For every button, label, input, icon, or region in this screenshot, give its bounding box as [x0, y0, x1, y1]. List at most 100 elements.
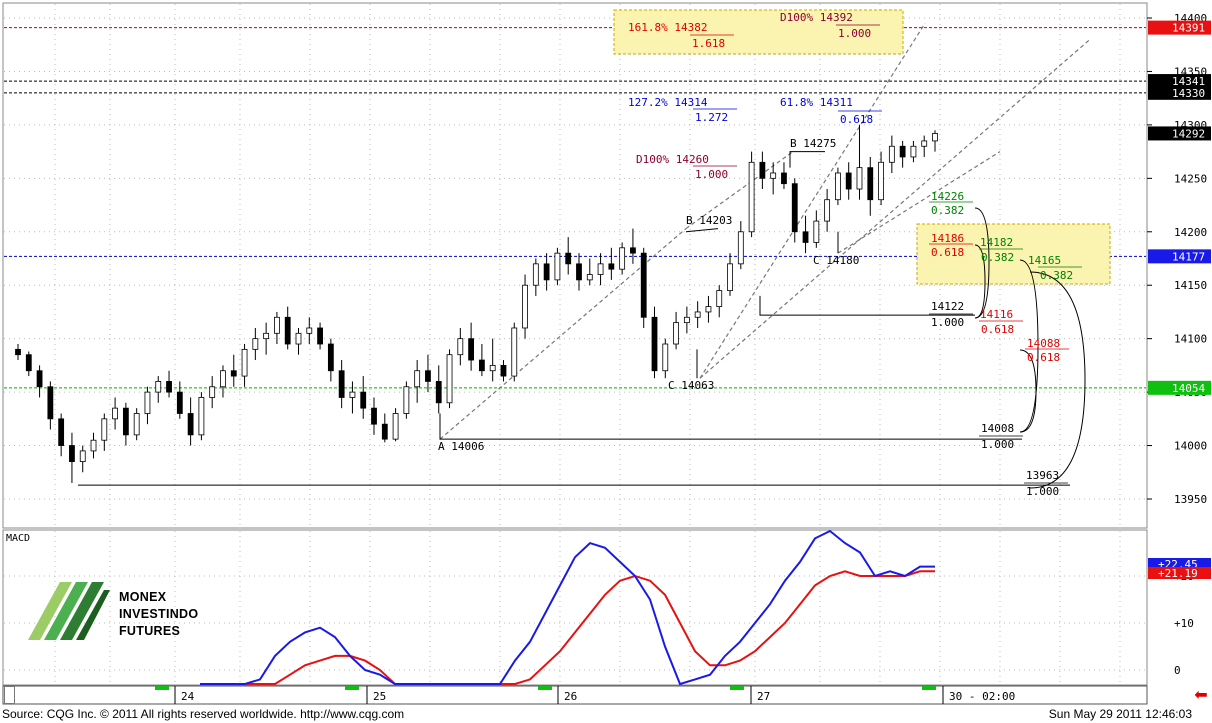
candle — [910, 145, 917, 158]
timestamp: Sun May 29 2011 12:46:03 — [1048, 707, 1192, 721]
candle — [317, 327, 323, 345]
price-flag-label: 14177 — [1172, 250, 1205, 263]
session-marker — [538, 686, 552, 690]
fib-level-label: 14116 — [980, 308, 1013, 321]
candle — [716, 290, 723, 308]
candle — [554, 252, 561, 281]
candle — [824, 199, 831, 222]
fib-level-label: 14008 — [981, 422, 1014, 435]
candle — [532, 263, 539, 286]
candle — [673, 322, 679, 345]
scroll-right-arrow-icon[interactable]: ⬅ — [1194, 685, 1208, 704]
candle — [640, 252, 647, 318]
candle — [781, 172, 787, 185]
candle — [15, 348, 21, 356]
monex-logo-mark — [28, 582, 110, 640]
candle — [263, 332, 270, 340]
candle — [90, 439, 97, 452]
candle — [58, 418, 65, 446]
candle — [856, 167, 863, 190]
trend-line — [685, 151, 794, 230]
pivot-line — [759, 295, 975, 316]
price-flag — [1148, 126, 1211, 141]
pivot-label: B 14275 — [790, 137, 836, 150]
fib-level-label: 13963 — [1026, 469, 1059, 482]
logo-line-3: FUTURES — [119, 624, 181, 638]
candle — [230, 370, 237, 377]
company-logo: MONEX INVESTINDO FUTURES — [26, 578, 216, 650]
price-flag — [1148, 74, 1211, 89]
trend-line — [699, 38, 1091, 379]
fib-bracket — [974, 207, 990, 319]
candle — [176, 391, 183, 414]
candle — [133, 413, 140, 436]
fib-ratio-label: 0.382 — [1040, 269, 1073, 282]
pivot-line — [685, 228, 719, 233]
price-flag-label: 14054 — [1172, 382, 1205, 395]
scroll-handle[interactable] — [4, 686, 15, 704]
price-tick-label: 14000 — [1174, 440, 1207, 453]
candle — [209, 386, 216, 398]
candle — [565, 252, 572, 265]
fib-level-label: 14165 — [1028, 254, 1061, 267]
candle — [435, 381, 442, 404]
fib-bracket — [1019, 259, 1039, 433]
pivot-label: A 14006 — [438, 440, 484, 453]
fib-ratio-label: 1.000 — [931, 316, 964, 329]
pivot-label: C 14063 — [668, 379, 714, 392]
candle — [489, 364, 496, 372]
fib-level-label: 161.8% 14382 — [628, 21, 707, 34]
pivot-label: B 14203 — [686, 214, 732, 227]
fib-ratio-label: 1.000 — [981, 438, 1014, 451]
macd-line — [200, 529, 935, 686]
candle — [651, 316, 658, 372]
candle — [543, 263, 550, 281]
candle — [295, 332, 302, 345]
trend-line — [699, 23, 926, 379]
candle — [586, 274, 593, 281]
price-flag — [1148, 249, 1211, 264]
candle — [630, 247, 636, 254]
source-text: Source: CQG Inc. © 2011 All rights reser… — [2, 707, 405, 721]
candle — [878, 161, 884, 201]
fib-bracket — [974, 244, 986, 319]
time-tick-label: 24 — [181, 690, 195, 703]
fib-level-label: 14122 — [931, 300, 964, 313]
price-flag — [1148, 20, 1211, 35]
macd-tick-label: 0 — [1174, 664, 1181, 677]
fib-level-label: 61.8% 14311 — [780, 96, 853, 109]
candle — [921, 140, 928, 147]
price-flag — [1148, 380, 1211, 395]
candle — [284, 316, 291, 345]
candle — [69, 445, 75, 462]
logo-line-1: MONEX — [119, 590, 167, 604]
candle — [770, 172, 777, 179]
session-marker — [155, 686, 169, 690]
candle — [414, 370, 421, 388]
time-axis-bar — [2, 685, 1148, 705]
candle — [155, 381, 162, 393]
candle — [360, 391, 367, 409]
fib-ratio-label: 0.618 — [981, 323, 1014, 336]
pivot-line — [439, 413, 1022, 440]
logo-line-2: INVESTINDO — [119, 607, 199, 621]
price-flag-label: 14330 — [1172, 87, 1205, 100]
fib-ratio-label: 0.618 — [840, 113, 873, 126]
session-marker — [345, 686, 359, 690]
candle — [274, 316, 280, 334]
fib-level-label: 14186 — [931, 232, 964, 245]
candle — [608, 263, 615, 270]
macd-flag — [1148, 567, 1211, 579]
candle — [835, 172, 841, 201]
pivot-line — [789, 151, 825, 168]
session-marker — [730, 686, 744, 690]
price-flag — [1148, 85, 1211, 100]
candle — [932, 133, 938, 142]
candle — [381, 423, 388, 440]
candle — [47, 386, 54, 420]
fib-ratio-label: 0.382 — [931, 204, 964, 217]
fib-ratio-label: 0.382 — [981, 251, 1014, 264]
candle — [403, 386, 410, 414]
candle — [802, 231, 809, 243]
